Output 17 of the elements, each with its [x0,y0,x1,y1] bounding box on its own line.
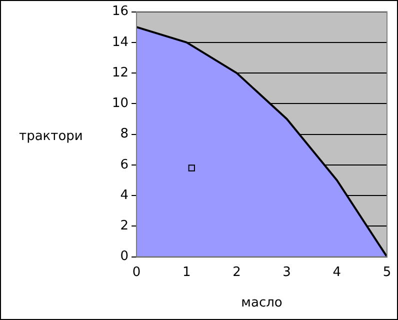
y-tick-label: 0 [120,249,129,264]
y-tick-label: 6 [120,157,129,172]
x-axis-title: масло [241,296,282,311]
x-tick-label: 0 [132,264,141,280]
x-tick-label: 2 [232,264,241,280]
y-tick-label: 16 [112,4,129,20]
y-tick-label: 8 [120,126,129,142]
x-tick-label: 5 [382,264,392,280]
y-tick-label: 4 [120,188,129,203]
x-tick-label: 4 [332,264,342,280]
x-tick-label: 3 [282,264,291,280]
y-tick-label: 2 [120,218,129,234]
y-tick-label: 12 [112,65,129,80]
y-axis-title: трактори [19,129,83,144]
y-tick-label: 14 [112,34,129,50]
x-tick-label: 1 [182,264,191,280]
y-tick-label: 10 [112,96,129,112]
